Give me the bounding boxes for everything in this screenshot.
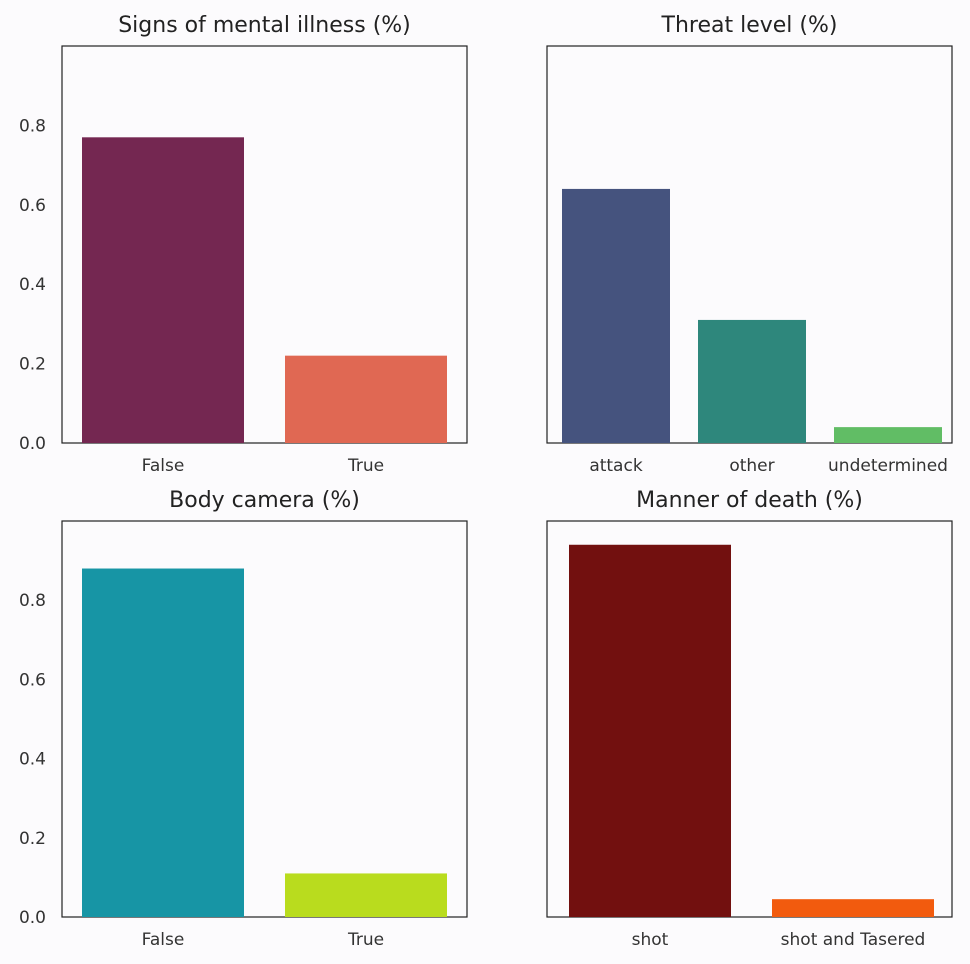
chart-title: Threat level (%) <box>661 13 838 38</box>
y-tick-label: 0.0 <box>19 908 46 928</box>
bar-other <box>698 319 806 443</box>
x-tick-label: shot and Tasered <box>781 930 926 950</box>
x-tick-label: undetermined <box>828 456 948 476</box>
y-tick-label: 0.8 <box>19 116 46 136</box>
bar-shot-and-tasered <box>772 899 934 917</box>
y-tick-label: 0.8 <box>19 591 46 611</box>
y-tick-label: 0.4 <box>19 275 46 295</box>
x-tick-label: True <box>347 930 384 950</box>
x-tick-label: False <box>142 930 185 950</box>
x-tick-label: False <box>142 456 185 476</box>
chart-panel-2: Threat level (%) attack other undetermined <box>546 13 953 476</box>
bar-undetermined <box>834 427 942 443</box>
bar-attack <box>562 188 670 443</box>
y-tick-label: 0.6 <box>19 670 46 690</box>
chart-title: Manner of death (%) <box>636 488 863 513</box>
x-tick-label: attack <box>589 456 643 476</box>
x-tick-label: True <box>347 456 384 476</box>
bar-true <box>285 355 447 443</box>
chart-title: Signs of mental illness (%) <box>118 13 411 38</box>
chart-panel-3: Body camera (%) 0.0 0.2 0.4 0.6 0.8 False True <box>19 488 468 950</box>
chart-panel-4: Manner of death (%) shot shot and Tasered <box>546 488 953 950</box>
bar-shot <box>569 544 731 917</box>
x-tick-label: shot <box>632 930 669 950</box>
x-tick-label: other <box>729 456 774 476</box>
y-tick-label: 0.2 <box>19 829 46 849</box>
bar-false <box>82 568 244 917</box>
chart-panel-1: Signs of mental illness (%) 0.0 0.2 0.4 0.6 0… <box>19 13 468 476</box>
chart-title: Body camera (%) <box>169 488 360 513</box>
bar-true <box>285 873 447 917</box>
y-tick-label: 0.6 <box>19 196 46 216</box>
y-tick-label: 0.0 <box>19 434 46 454</box>
y-tick-label: 0.2 <box>19 355 46 375</box>
y-tick-label: 0.4 <box>19 750 46 770</box>
bar-false <box>82 137 244 443</box>
